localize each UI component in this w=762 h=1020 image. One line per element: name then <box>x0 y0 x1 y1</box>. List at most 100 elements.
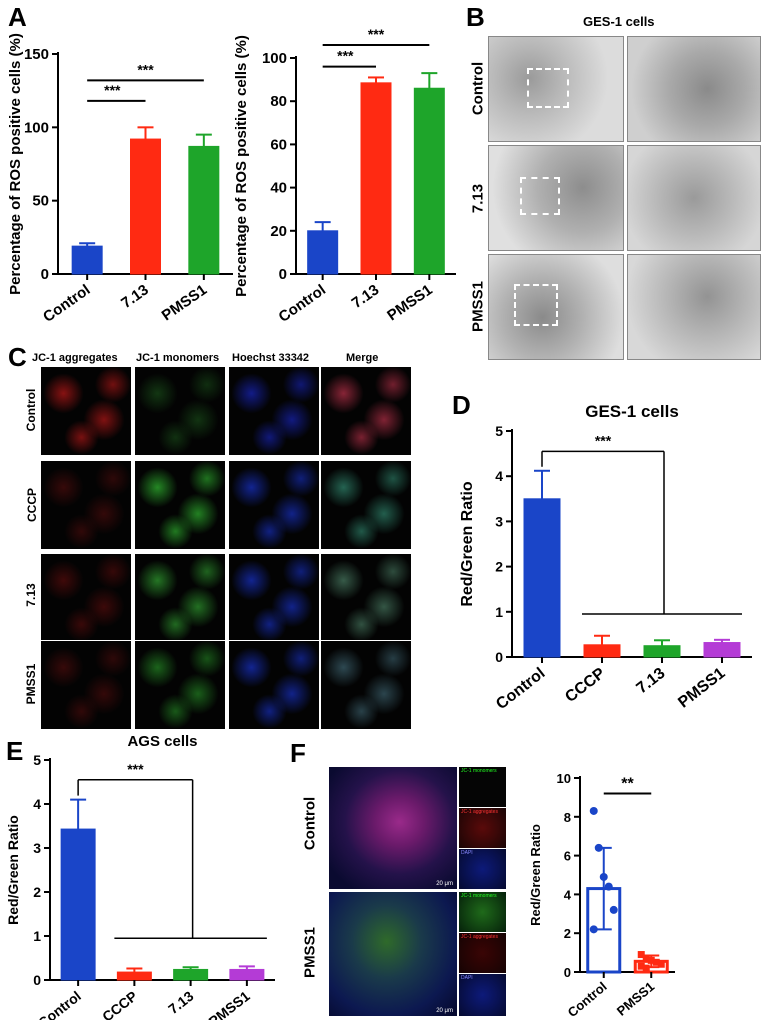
panel-letter-f: F <box>290 738 306 768</box>
bar <box>583 644 621 658</box>
bar <box>643 645 681 658</box>
tem-713-roi <box>520 177 560 215</box>
panel-c-row-cccp: CCCP <box>25 488 39 523</box>
y-tick-label: 60 <box>270 136 287 153</box>
data-point <box>637 962 645 970</box>
y-tick-label: 3 <box>33 840 41 856</box>
significance-label: *** <box>104 82 121 98</box>
data-point <box>589 806 598 815</box>
x-category-label: PMSS1 <box>614 979 657 1019</box>
x-category-label: 7.13 <box>349 281 383 312</box>
y-axis-label: Red/Green Ratio <box>528 824 543 926</box>
y-axis-label: Red/Green Ratio <box>5 815 21 925</box>
inset-label-dapi-2: DAPI <box>461 975 473 981</box>
inset-pmss1-monomers: JC-1 monomers <box>458 891 507 933</box>
bar <box>523 498 561 658</box>
y-tick-label: 5 <box>495 423 503 439</box>
fluor-713-hoechst <box>228 553 320 643</box>
chart-title: GES-1 cells <box>585 402 679 421</box>
panel-c-row-control: Control <box>24 388 38 432</box>
y-tick-label: 150 <box>24 46 49 63</box>
significance-label: *** <box>337 48 354 64</box>
x-category-label: Control <box>493 665 548 713</box>
fluor-713-aggregates <box>40 553 132 643</box>
panel-c-row-pmss1: PMSS1 <box>24 663 38 705</box>
significance-label: *** <box>127 761 144 777</box>
panel-c-col-hoechst: Hoechst 33342 <box>232 352 310 364</box>
x-category-label: Control <box>40 281 93 326</box>
data-point <box>604 882 613 891</box>
x-category-label: PMSS1 <box>159 281 210 324</box>
y-tick-label: 0 <box>279 266 287 283</box>
panel-b-row-control: Control <box>469 61 487 116</box>
inset-label-aggregates-2: JC-1 aggregates <box>461 934 498 940</box>
panel-letter-b: B <box>466 2 485 32</box>
chart-f: 0 2 4 6 8 10 Red/Green Ratio Control PMSS1 ** <box>528 771 675 1020</box>
scalebar-pmss1: 20 μm <box>436 1008 453 1014</box>
x-category-label: 7.13 <box>165 988 196 1018</box>
y-tick-label: 4 <box>33 796 41 812</box>
inset-control-monomers: JC-1 monomers <box>458 766 507 808</box>
fluor-pmss1-aggregates <box>40 640 132 730</box>
data-point <box>589 925 598 934</box>
inset-label-monomers: JC-1 monomers <box>461 768 497 774</box>
y-tick-label: 2 <box>33 884 41 900</box>
y-axis-label: Percentage of ROS positive cells (%) <box>233 35 250 297</box>
fluor-control-merge <box>320 366 412 456</box>
significance-label: *** <box>368 26 385 42</box>
fluor-713-monomers <box>134 553 226 643</box>
y-tick-label: 0 <box>33 972 41 988</box>
bar <box>71 245 103 275</box>
bar <box>413 87 445 275</box>
fluor-cccp-merge <box>320 460 412 550</box>
panel-c-col-merge: Merge <box>346 352 379 364</box>
bar <box>130 138 161 275</box>
bar <box>60 828 96 981</box>
tem-control-zoom <box>627 36 761 142</box>
panel-c-row-713: 7.13 <box>24 583 38 607</box>
fluor-cccp-hoechst <box>228 460 320 550</box>
tem-pmss1-zoom <box>627 254 761 360</box>
y-tick-label: 3 <box>495 513 503 529</box>
y-tick-label: 8 <box>564 810 571 825</box>
panel-b-row-pmss1: PMSS1 <box>469 281 487 332</box>
y-tick-label: 4 <box>564 887 572 902</box>
inset-label-aggregates: JC-1 aggregates <box>461 809 498 815</box>
inset-pmss1-aggregates: JC-1 aggregates <box>458 932 507 974</box>
x-category-label: PMSS1 <box>675 665 728 712</box>
fluor-pmss1-merge <box>320 640 412 730</box>
y-tick-label: 1 <box>33 928 41 944</box>
y-tick-label: 80 <box>270 93 287 110</box>
bar <box>116 971 152 981</box>
chart-e: 0 1 2 3 4 5 Red/Green Ratio AGS cells Control CCC… <box>5 733 275 1020</box>
panel-c-col-monomers: JC-1 monomers <box>136 352 220 364</box>
significance-label: *** <box>595 432 612 448</box>
inset-label-dapi: DAPI <box>461 850 473 856</box>
panel-b-title: GES-1 cells <box>583 14 655 29</box>
y-tick-label: 50 <box>32 193 49 210</box>
y-tick-label: 10 <box>557 771 571 786</box>
tem-control-roi <box>527 68 569 108</box>
y-tick-label: 40 <box>270 180 287 197</box>
bar <box>173 968 209 981</box>
x-category-label: CCCP <box>562 665 608 707</box>
inset-label-monomers-2: JC-1 monomers <box>461 893 497 899</box>
x-category-label: 7.13 <box>118 281 152 312</box>
x-category-label: Control <box>565 979 610 1020</box>
fluor-cccp-aggregates <box>40 460 132 550</box>
fluor-pmss1-monomers <box>134 640 226 730</box>
data-point <box>599 872 608 881</box>
y-tick-label: 2 <box>564 926 571 941</box>
y-tick-label: 1 <box>495 604 503 620</box>
y-tick-label: 0 <box>495 649 503 665</box>
x-category-label: PMSS1 <box>384 281 435 324</box>
y-tick-label: 100 <box>262 50 287 67</box>
bar <box>188 145 220 275</box>
tissue-pmss1-merge: 20 μm <box>328 891 458 1017</box>
fluor-control-aggregates <box>40 366 132 456</box>
bar <box>703 642 741 658</box>
significance-label: ** <box>621 776 634 793</box>
y-tick-label: 5 <box>33 752 41 768</box>
panel-letter-d: D <box>452 390 471 420</box>
